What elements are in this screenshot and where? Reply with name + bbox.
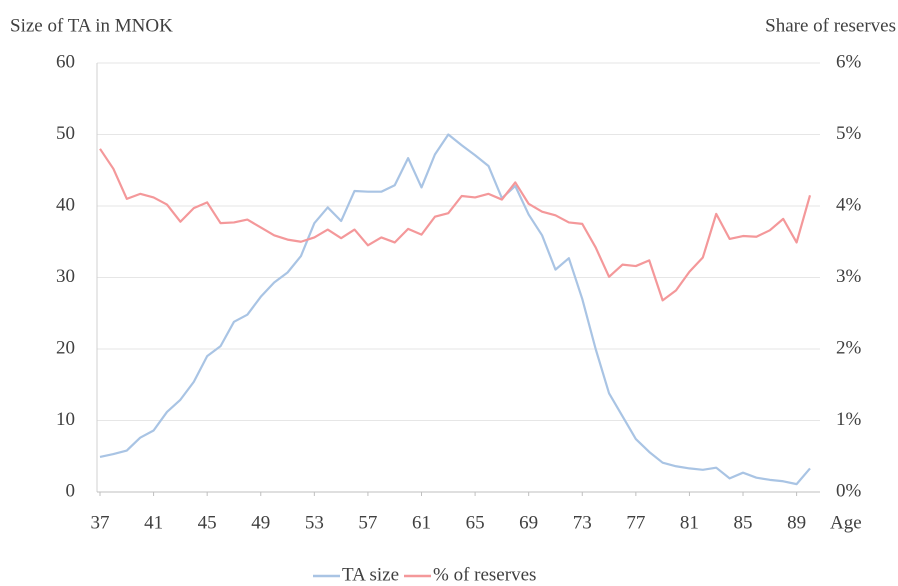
x-tick-label: 65 — [466, 512, 485, 533]
y2-tick-label: 4% — [836, 194, 862, 215]
y2-axis-title: Share of reserves — [765, 15, 896, 36]
y-tick-label: 10 — [56, 409, 75, 430]
line-series — [99, 148, 812, 302]
y2-tick-label: 2% — [836, 337, 862, 358]
x-tick-label: 57 — [358, 512, 377, 533]
line-series — [99, 133, 811, 486]
y-tick-label: 60 — [56, 51, 75, 72]
x-axis-title: Age — [830, 512, 862, 533]
x-tick-label: 73 — [573, 512, 592, 533]
x-tick-label: 81 — [680, 512, 699, 533]
x-tick-label: 85 — [734, 512, 753, 533]
y2-tick-label: 5% — [836, 123, 862, 144]
y2-tick-label: 3% — [836, 266, 862, 287]
x-tick-label: 45 — [198, 512, 217, 533]
y2-tick-label: 0% — [836, 480, 862, 501]
x-tick-label: 61 — [412, 512, 431, 533]
y-axis-title: Size of TA in MNOK — [10, 15, 173, 36]
y-tick-label: 0 — [66, 480, 76, 501]
y2-tick-label: 6% — [836, 51, 862, 72]
x-tick-label: 69 — [519, 512, 538, 533]
x-tick-label: 89 — [787, 512, 806, 533]
x-tick-label: 37 — [91, 512, 110, 533]
y-tick-label: 50 — [56, 123, 75, 144]
x-tick-label: 53 — [305, 512, 324, 533]
legend-label: % of reserves — [433, 564, 536, 585]
y-tick-label: 20 — [56, 337, 75, 358]
y-tick-label: 30 — [56, 266, 75, 287]
x-tick-label: 41 — [144, 512, 163, 533]
y2-tick-label: 1% — [836, 409, 862, 430]
legend-label: TA size — [342, 564, 399, 585]
x-tick-label: 49 — [251, 512, 270, 533]
y-tick-label: 40 — [56, 194, 75, 215]
x-tick-label: 77 — [626, 512, 645, 533]
